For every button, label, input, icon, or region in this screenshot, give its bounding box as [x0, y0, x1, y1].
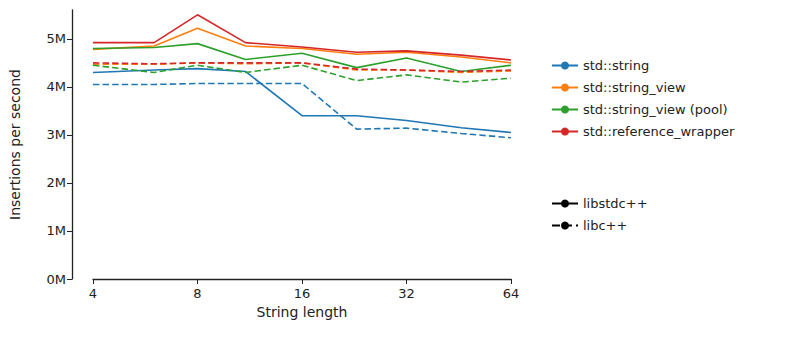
svg-text:std::string_view (pool): std::string_view (pool): [583, 102, 728, 117]
svg-text:16: 16: [294, 286, 311, 301]
svg-text:4: 4: [89, 286, 97, 301]
svg-text:libstdc++: libstdc++: [583, 196, 648, 211]
svg-text:std::reference_wrapper: std::reference_wrapper: [583, 124, 735, 139]
svg-text:2M: 2M: [47, 175, 67, 190]
svg-text:libc++: libc++: [583, 218, 627, 233]
svg-text:Insertions per second: Insertions per second: [7, 69, 23, 220]
svg-text:1M: 1M: [47, 223, 67, 238]
svg-text:0M: 0M: [47, 272, 67, 287]
svg-text:String length: String length: [257, 304, 348, 320]
svg-text:4M: 4M: [47, 79, 67, 94]
svg-text:5M: 5M: [47, 31, 67, 46]
svg-text:32: 32: [398, 286, 415, 301]
svg-text:3M: 3M: [47, 127, 67, 142]
svg-text:64: 64: [503, 286, 520, 301]
svg-text:std::string: std::string: [583, 58, 649, 73]
svg-text:8: 8: [193, 286, 201, 301]
svg-text:std::string_view: std::string_view: [583, 80, 686, 95]
